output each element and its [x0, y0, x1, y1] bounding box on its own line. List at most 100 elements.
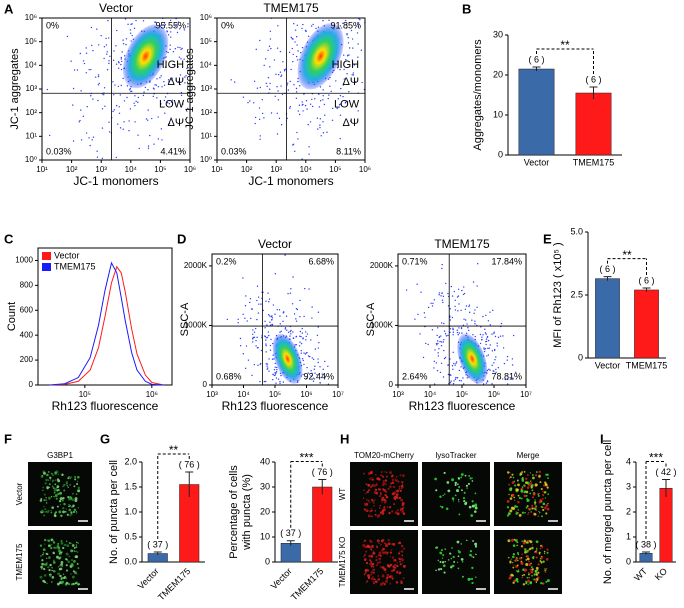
event-dot [322, 99, 324, 101]
signal [51, 569, 53, 572]
event-dot [170, 31, 172, 33]
event-dot [79, 52, 82, 55]
event-dot [297, 59, 299, 61]
event-dot [259, 39, 261, 42]
event-dot [322, 19, 324, 22]
signal [74, 497, 78, 500]
signal [395, 581, 399, 584]
signal [547, 493, 550, 496]
event-dot [276, 86, 278, 88]
signal [451, 478, 455, 482]
y-tick-label: 10⁵ [200, 37, 212, 46]
event-dot [437, 355, 440, 357]
signal [383, 583, 386, 586]
signal [72, 570, 75, 573]
event-dot [187, 23, 189, 25]
event-dot [502, 335, 504, 337]
event-dot [142, 94, 145, 97]
event-dot [299, 341, 301, 343]
signal [57, 572, 61, 576]
signal [385, 475, 388, 478]
event-dot [452, 331, 455, 333]
signal [524, 485, 527, 487]
y-tick-label: 400 [20, 330, 34, 339]
event-dot [130, 23, 132, 26]
y-tick-label: 2000K [370, 261, 394, 270]
event-dot [277, 90, 279, 92]
signal [60, 561, 64, 564]
signal [523, 494, 527, 498]
event-dot [356, 32, 359, 34]
x-tick-label: 10³ [270, 165, 282, 174]
event-dot [177, 66, 179, 68]
signal [470, 577, 474, 581]
signal [395, 479, 399, 482]
event-dot [152, 95, 154, 98]
event-dot [462, 383, 465, 385]
signal [439, 495, 442, 498]
event-dot [96, 156, 99, 158]
event-dot [92, 98, 94, 100]
event-dot [144, 86, 147, 89]
event-dot [125, 43, 127, 46]
event-dot [443, 357, 446, 360]
event-dot [177, 21, 180, 23]
signal [471, 566, 474, 570]
signal [62, 485, 64, 488]
event-dot [265, 337, 268, 339]
quadrant-label: 78.81% [491, 371, 522, 381]
signal [508, 477, 511, 479]
signal [76, 551, 79, 553]
signal [383, 506, 386, 509]
x-tick-label: TMEM175 [289, 566, 325, 602]
signal [376, 477, 380, 481]
event-dot [295, 307, 298, 310]
event-dot [254, 116, 257, 119]
signal [547, 477, 549, 479]
event-dot [495, 371, 497, 373]
x-tick-label: 10⁵ [329, 165, 341, 174]
x-tick-label: 10⁶ [184, 165, 196, 174]
signal [370, 577, 374, 581]
signal [528, 560, 530, 563]
signal [363, 489, 365, 491]
event-dot [435, 342, 438, 345]
event-dot [293, 23, 295, 25]
y-axis-label: Percentage of cells [228, 465, 240, 559]
signal [44, 581, 47, 584]
event-dot [76, 69, 79, 71]
event-dot [265, 345, 267, 347]
event-dot [180, 58, 182, 60]
signal [541, 497, 544, 500]
event-dot [264, 380, 267, 383]
column-label: TOM20-mCherry [354, 451, 414, 460]
signal [546, 579, 550, 583]
signal [535, 549, 538, 551]
signal [43, 499, 46, 502]
event-dot [115, 156, 118, 159]
signal [62, 573, 65, 575]
signal [517, 570, 520, 573]
signal [400, 544, 404, 548]
event-dot [163, 99, 166, 102]
y-tick-label: 10² [200, 108, 212, 117]
signal [542, 494, 545, 497]
event-dot [497, 336, 500, 339]
event-dot [440, 295, 442, 297]
event-dot [169, 48, 171, 51]
signal [463, 491, 466, 494]
event-dot [509, 376, 511, 379]
event-dot [300, 350, 302, 352]
signal [369, 545, 373, 549]
event-dot [442, 301, 444, 304]
event-dot [439, 340, 441, 343]
event-dot [359, 19, 361, 21]
y-tick-label: 10⁵ [25, 37, 37, 46]
event-dot [456, 331, 459, 334]
signal [39, 554, 43, 558]
signal [542, 508, 545, 512]
event-dot [450, 285, 453, 288]
signal [516, 505, 519, 508]
signal [528, 572, 530, 574]
event-dot [83, 62, 86, 65]
